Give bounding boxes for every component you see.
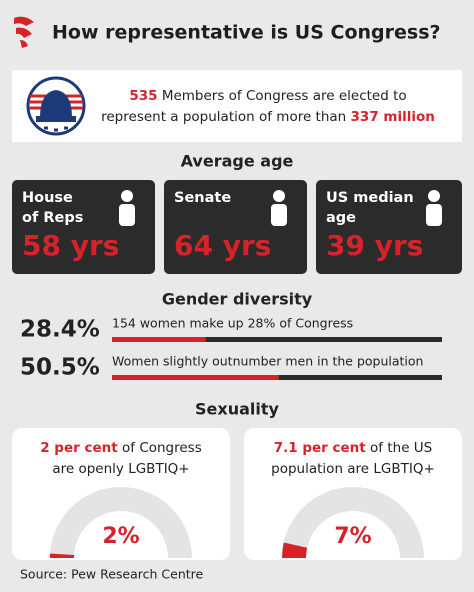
- section-heading: Gender diversity: [162, 290, 313, 309]
- section-heading: Sexuality: [195, 400, 280, 419]
- source: Source: Pew Research Centre: [20, 567, 204, 582]
- text-segment: of the US: [366, 440, 433, 456]
- bar-track: [112, 337, 442, 342]
- age-label: Senate: [174, 190, 231, 206]
- percent-label: 28.4%: [20, 317, 100, 343]
- highlight: 535: [129, 88, 157, 104]
- percent-label: 50.5%: [20, 355, 100, 381]
- age-label: age: [326, 210, 356, 226]
- gauge-track: [50, 487, 192, 559]
- gauge-label: 7%: [334, 524, 371, 549]
- person-icon: [271, 204, 287, 226]
- person-icon: [119, 204, 135, 226]
- age-box: [12, 180, 155, 274]
- capitol-icon: [26, 76, 86, 136]
- age-value: 64 yrs: [174, 229, 271, 262]
- text-segment: population are LGBTIQ+: [271, 461, 435, 477]
- person-icon: [121, 190, 133, 202]
- age-box: [316, 180, 462, 274]
- intro-box: [12, 70, 462, 142]
- card-line: 2 per cent of Congress: [40, 440, 202, 456]
- highlight: 337 million: [351, 109, 435, 125]
- age-label: House: [22, 190, 73, 206]
- card-line: population are LGBTIQ+: [271, 461, 435, 477]
- intro-line: represent a population of more than 337 …: [101, 109, 435, 125]
- card-line: 7.1 per cent of the US: [274, 440, 433, 456]
- bar: [112, 375, 279, 380]
- logo: [14, 16, 34, 48]
- intro-line: 535 Members of Congress are elected to: [129, 88, 406, 104]
- age-label: US median: [326, 190, 414, 206]
- age-value: 39 yrs: [326, 229, 423, 262]
- gauge-value: [282, 542, 308, 559]
- bar-caption: Women slightly outnumber men in the popu…: [112, 354, 423, 369]
- card-line: are openly LGBTIQ+: [52, 461, 189, 477]
- age-value: 58 yrs: [22, 229, 119, 262]
- text-segment: Members of Congress are elected to: [158, 88, 407, 104]
- text-segment: represent a population of more than: [101, 109, 350, 125]
- person-icon: [428, 190, 440, 202]
- bar-caption: 154 women make up 28% of Congress: [112, 316, 353, 331]
- gauge-track: [282, 487, 424, 559]
- section-heading: Average age: [181, 152, 294, 171]
- person-icon: [273, 190, 285, 202]
- highlight: 7.1 per cent: [274, 440, 367, 456]
- highlight: 2 per cent: [40, 440, 118, 456]
- title: How representative is US Congress?: [52, 22, 441, 44]
- gauge-label: 2%: [102, 524, 139, 549]
- person-icon: [426, 204, 442, 226]
- text-segment: are openly LGBTIQ+: [52, 461, 189, 477]
- text-segment: of Congress: [118, 440, 202, 456]
- age-label: of Reps: [22, 210, 83, 226]
- bar: [112, 337, 206, 342]
- age-box: [164, 180, 307, 274]
